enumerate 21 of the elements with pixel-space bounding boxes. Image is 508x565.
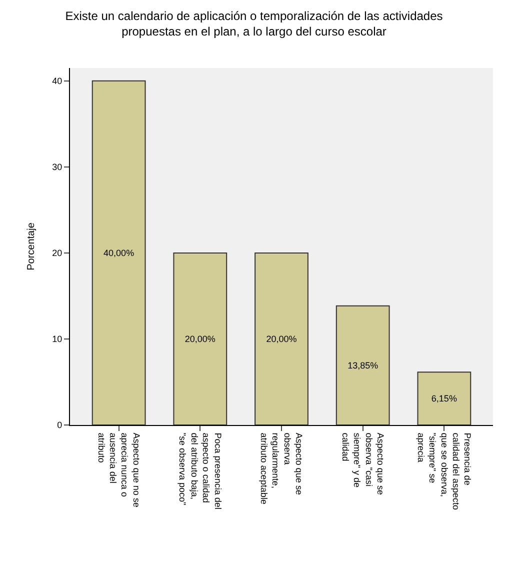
chart-title: Existe un calendario de aplicación o temporalización de las actividades propuestas en el plan, a lo largo del curso escolar (65, 8, 443, 38)
data-label: 13,85% (348, 360, 378, 370)
x-tick-label: Aspecto que se observa "casi siempre" y de calidad (340, 432, 386, 495)
x-tick-label: Aspecto que no se aprecia nunca o ausencia del atributo (96, 432, 142, 508)
y-tick-label: 40 (52, 76, 62, 86)
bar (417, 372, 472, 425)
y-tick-label: 20 (52, 248, 62, 258)
y-tick-label: 0 (57, 420, 62, 430)
bar (92, 80, 146, 425)
x-tick-label: Poca presencia del aspecto o calidad del atributo baja, "se observa poco" (178, 432, 223, 510)
data-label: 40,00% (104, 248, 134, 258)
y-tick-label: 30 (52, 162, 62, 172)
bar (336, 305, 390, 425)
data-label: 20,00% (184, 334, 216, 344)
y-axis-title: Porcentaje (26, 222, 38, 270)
data-label: 6,15% (431, 394, 457, 404)
data-label: 20,00% (266, 334, 297, 344)
x-tick-label: Presencia de calidad del aspecto que se observa, "siempre" se aprecia (416, 432, 473, 510)
bar (254, 252, 308, 425)
bar (173, 252, 228, 425)
y-tick-label: 10 (52, 334, 62, 344)
